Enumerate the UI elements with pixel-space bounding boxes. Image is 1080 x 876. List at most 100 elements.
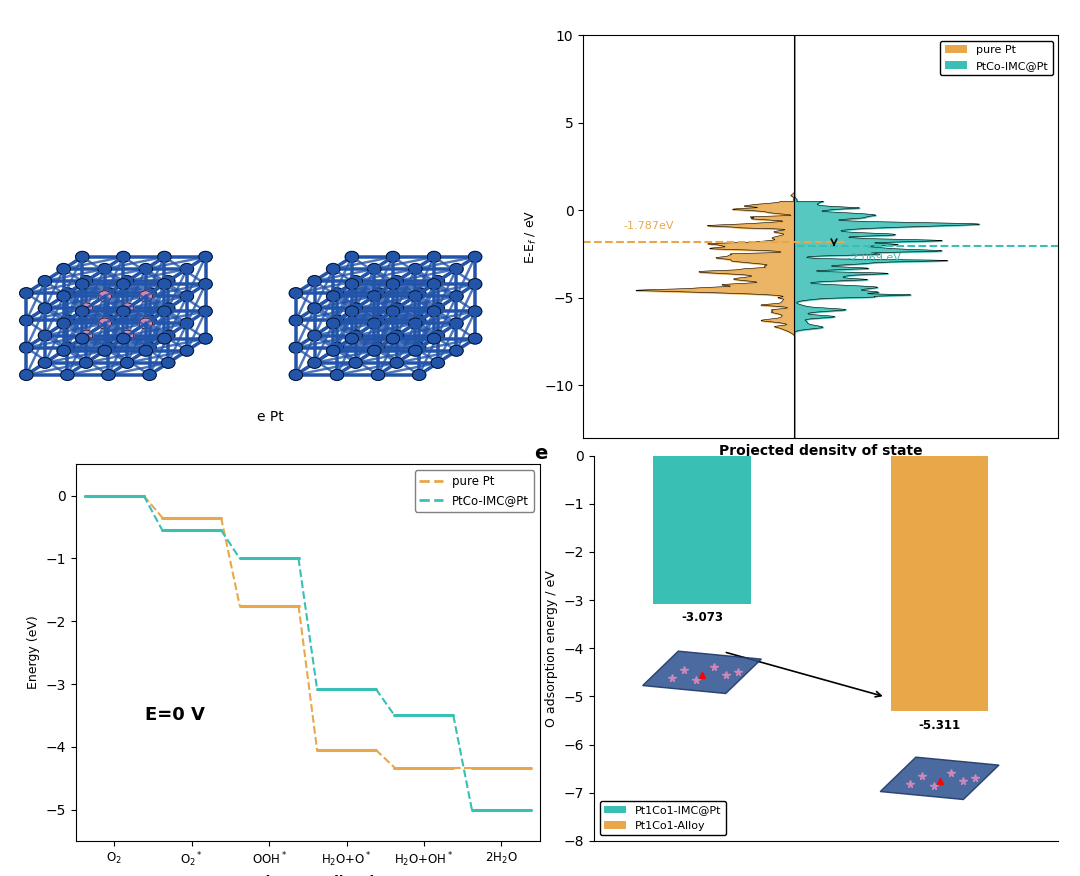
Circle shape: [469, 279, 482, 290]
Circle shape: [57, 345, 70, 357]
Circle shape: [367, 318, 381, 328]
Circle shape: [387, 251, 400, 262]
Circle shape: [139, 318, 152, 328]
Circle shape: [408, 291, 422, 301]
Circle shape: [162, 303, 175, 314]
Circle shape: [390, 357, 404, 368]
Circle shape: [102, 287, 116, 299]
Bar: [891, 456, 988, 711]
Legend: Pt1Co1-IMC@Pt, Pt1Co1-Alloy: Pt1Co1-IMC@Pt, Pt1Co1-Alloy: [599, 801, 726, 836]
Circle shape: [428, 333, 441, 344]
Circle shape: [180, 345, 193, 357]
Circle shape: [120, 276, 134, 286]
Text: E=0 V: E=0 V: [145, 706, 205, 724]
Circle shape: [408, 345, 422, 357]
Circle shape: [289, 370, 302, 380]
Circle shape: [38, 330, 52, 341]
Circle shape: [19, 370, 33, 380]
Circle shape: [98, 264, 111, 274]
Circle shape: [308, 276, 322, 286]
Polygon shape: [880, 757, 999, 800]
Circle shape: [346, 333, 359, 344]
Legend: pure Pt, PtCo-IMC@Pt: pure Pt, PtCo-IMC@Pt: [415, 470, 535, 512]
Y-axis label: E-E$_f$ / eV: E-E$_f$ / eV: [524, 209, 539, 264]
Y-axis label: Energy (eV): Energy (eV): [27, 616, 40, 689]
Circle shape: [19, 343, 33, 353]
Circle shape: [408, 264, 422, 274]
Circle shape: [98, 345, 111, 357]
Circle shape: [98, 291, 111, 301]
Circle shape: [19, 287, 33, 299]
Circle shape: [326, 291, 340, 301]
Circle shape: [390, 276, 404, 286]
Circle shape: [57, 291, 70, 301]
Circle shape: [449, 318, 463, 328]
Circle shape: [180, 318, 193, 328]
Circle shape: [372, 370, 384, 380]
Circle shape: [57, 318, 70, 328]
Circle shape: [162, 276, 175, 286]
Text: e: e: [534, 444, 546, 463]
Circle shape: [120, 357, 134, 368]
Circle shape: [162, 330, 175, 341]
Circle shape: [349, 330, 363, 341]
Circle shape: [372, 287, 384, 299]
Circle shape: [76, 306, 89, 317]
X-axis label: Reaction coordination: Reaction coordination: [221, 875, 394, 876]
Circle shape: [79, 303, 93, 314]
Circle shape: [139, 264, 152, 274]
Circle shape: [346, 251, 359, 262]
Circle shape: [289, 287, 302, 299]
Circle shape: [19, 315, 33, 326]
Circle shape: [431, 276, 445, 286]
Circle shape: [413, 315, 426, 326]
Circle shape: [158, 279, 171, 290]
Circle shape: [449, 345, 463, 357]
Circle shape: [408, 318, 422, 328]
Circle shape: [139, 291, 152, 301]
Circle shape: [180, 264, 193, 274]
Circle shape: [349, 276, 363, 286]
Circle shape: [308, 330, 322, 341]
Circle shape: [38, 276, 52, 286]
Circle shape: [199, 306, 213, 317]
Circle shape: [367, 345, 381, 357]
Circle shape: [158, 251, 171, 262]
Circle shape: [120, 330, 134, 341]
Text: -5.311: -5.311: [918, 718, 961, 731]
Circle shape: [38, 303, 52, 314]
Circle shape: [143, 287, 157, 299]
Circle shape: [180, 291, 193, 301]
Circle shape: [387, 306, 400, 317]
Circle shape: [117, 333, 130, 344]
Text: -3.073: -3.073: [681, 611, 723, 624]
Circle shape: [143, 370, 157, 380]
Circle shape: [143, 343, 157, 353]
Circle shape: [139, 345, 152, 357]
Circle shape: [387, 333, 400, 344]
Polygon shape: [643, 651, 761, 694]
Circle shape: [330, 287, 343, 299]
Circle shape: [102, 343, 116, 353]
Circle shape: [38, 357, 52, 368]
Legend: pure Pt, PtCo-IMC@Pt: pure Pt, PtCo-IMC@Pt: [940, 40, 1053, 75]
Circle shape: [117, 251, 130, 262]
Circle shape: [413, 343, 426, 353]
Circle shape: [469, 333, 482, 344]
Circle shape: [98, 318, 111, 328]
Circle shape: [349, 357, 363, 368]
Circle shape: [57, 264, 70, 274]
Circle shape: [330, 315, 343, 326]
Circle shape: [449, 264, 463, 274]
Circle shape: [308, 357, 322, 368]
Circle shape: [60, 287, 75, 299]
Circle shape: [349, 303, 363, 314]
Circle shape: [162, 357, 175, 368]
Circle shape: [431, 357, 445, 368]
Circle shape: [413, 287, 426, 299]
Circle shape: [346, 306, 359, 317]
Circle shape: [79, 330, 93, 341]
Circle shape: [330, 370, 343, 380]
Text: -1.787eV: -1.787eV: [624, 222, 674, 231]
Circle shape: [199, 279, 213, 290]
